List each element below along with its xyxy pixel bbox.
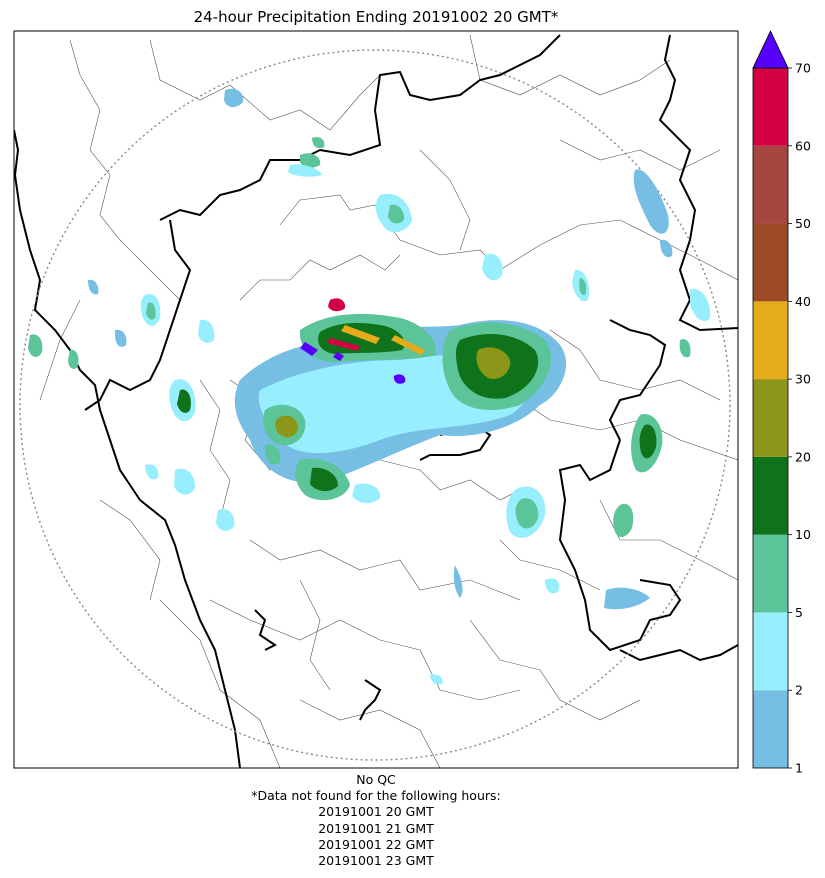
colorbar-tick-label: 2 (795, 683, 803, 698)
colorbar-tick-label: 5 (795, 605, 803, 620)
colorbar-tick-label: 30 (795, 372, 811, 387)
missing-hour: 20191001 21 GMT (318, 820, 434, 836)
colorbar-tick-label: 20 (795, 449, 811, 464)
colorbar-tick-label: 10 (795, 527, 811, 542)
colorbar-frame (752, 67, 789, 769)
precipitation-field (28, 88, 711, 685)
missing-hour: 20191001 20 GMT (318, 804, 434, 820)
map-frame (13, 30, 739, 769)
district-boundaries (39, 34, 738, 768)
colorbar-tick-label: 50 (795, 216, 811, 231)
colorbar: 1 2 5 10 20 30 40 50 60 70 (752, 30, 811, 776)
colorbar-overflow-triangle (752, 30, 789, 69)
missing-data-note: *Data not found for the following hours: (251, 788, 501, 804)
qc-status: No QC (356, 772, 396, 787)
map-title: 24-hour Precipitation Ending 20191002 20… (193, 8, 559, 26)
colorbar-tick-label: 60 (795, 138, 811, 153)
colorbar-bin (753, 301, 788, 380)
colorbar-bin (753, 379, 788, 457)
colorbar-bin (753, 612, 788, 691)
colorbar-tick-label: 40 (795, 294, 811, 309)
footer-notes: No QC *Data not found for the following … (0, 772, 752, 869)
colorbar-bin (753, 223, 788, 302)
colorbar-bin (753, 690, 788, 768)
colorbar-bin (753, 456, 788, 535)
radar-range-ring (19, 49, 731, 761)
map-content (14, 34, 738, 768)
colorbar-tick-label: 70 (795, 61, 811, 76)
missing-hour: 20191001 23 GMT (318, 853, 434, 869)
colorbar-bin (753, 534, 788, 613)
colorbar-tick-label: 1 (795, 761, 803, 776)
missing-hour: 20191001 22 GMT (318, 836, 434, 852)
colorbar-bin (753, 145, 788, 224)
colorbar-bin (753, 68, 788, 146)
